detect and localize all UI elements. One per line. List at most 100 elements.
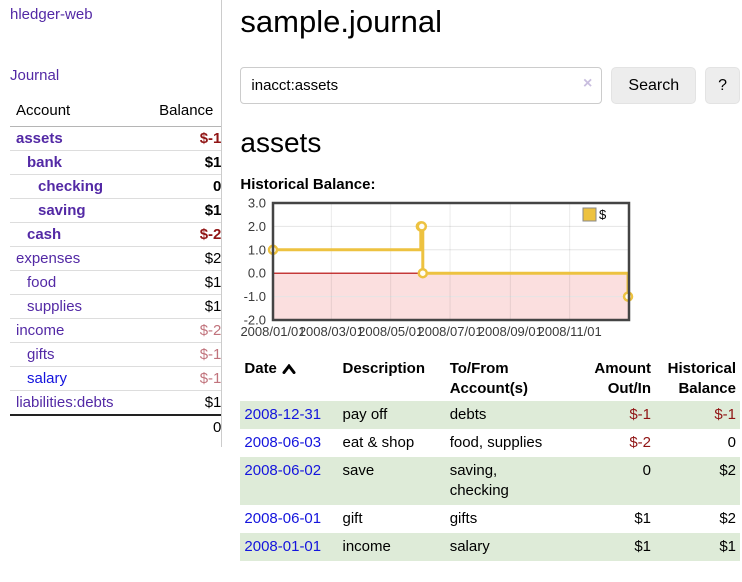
register-header-description: Description [338, 357, 445, 401]
sidebar-account-balance: $1 [137, 150, 222, 175]
sidebar-account-link-cash[interactable]: cash [27, 226, 62, 243]
header-label: Account(s) [449, 380, 529, 397]
header-label: Balance [678, 380, 736, 397]
search-box: × [240, 67, 603, 104]
chart-title: Historical Balance: [240, 176, 376, 193]
transaction-accounts: salary [449, 538, 490, 555]
sort-ascending-icon[interactable] [282, 363, 296, 374]
transaction-accounts: gifts [449, 510, 478, 527]
transaction-accounts: debts [449, 406, 487, 423]
header-label: Out/In [607, 380, 652, 397]
account-row: bank $1 [10, 150, 222, 175]
sidebar-account-link-expenses[interactable]: expenses [16, 250, 81, 267]
y-tick-label: 2.0 [248, 219, 266, 234]
sidebar-account-balance: $-1 [137, 342, 222, 367]
transaction-description: income [342, 538, 391, 555]
page-title: sample.journal [240, 4, 442, 39]
transaction-balance: $2 [719, 462, 736, 479]
register-header-accounts: To/From Account(s) [446, 357, 581, 401]
sidebar-account-link-checking[interactable]: checking [38, 178, 104, 195]
transaction-date-link[interactable]: 2008-12-31 [244, 406, 322, 423]
app-window: hledger-web Journal Account Balance asse… [0, 0, 742, 561]
y-tick-label: 0.0 [248, 266, 266, 281]
app-brand-link[interactable]: hledger-web [10, 6, 93, 23]
chart-canvas: $3.0 2.0 1.0 0.0 -1.0 -2.02008/01/012008/03/0… [241, 196, 634, 339]
account-row: income $-2 [10, 318, 222, 343]
transaction-row: 2008-06-01 gift gifts $1 $2 [240, 505, 740, 533]
main-content: sample.journal × Search ? assets Histori… [222, 0, 742, 561]
header-label: Description [342, 360, 425, 377]
sidebar-account-link-income[interactable]: income [16, 322, 65, 339]
transaction-accounts: saving, checking [449, 462, 509, 499]
accounts-table: Account Balance assets $-1 bank $1 checking 0… [10, 98, 222, 439]
accounts-total-value: 0 [137, 414, 222, 439]
account-heading: assets [240, 127, 322, 158]
register-header-date[interactable]: Date [240, 357, 338, 401]
transaction-description: gift [342, 510, 363, 527]
account-row: food $1 [10, 270, 222, 295]
transaction-row: 2008-12-31 pay off debts $-1 $-1 [240, 401, 740, 429]
account-row: assets $-1 [10, 126, 222, 151]
legend-swatch [582, 207, 597, 222]
account-row: supplies $1 [10, 294, 222, 319]
account-row: gifts $-1 [10, 342, 222, 367]
transaction-description: save [342, 462, 375, 479]
x-tick-label: 2008/07/01 [418, 324, 483, 339]
transaction-balance: $-1 [714, 406, 736, 423]
sidebar-account-link-gifts[interactable]: gifts [27, 346, 55, 363]
sidebar-account-balance: $1 [137, 294, 222, 319]
transaction-accounts: food, supplies [449, 434, 543, 451]
x-tick-label: 2008/05/01 [359, 324, 424, 339]
legend-label: $ [599, 207, 607, 222]
nav-journal-link[interactable]: Journal [10, 67, 60, 84]
account-row: salary $-1 [10, 366, 222, 391]
sidebar-account-link-bank[interactable]: bank [27, 154, 63, 171]
account-row: expenses $2 [10, 246, 222, 271]
transaction-row: 2008-06-02 save saving, checking 0 $2 [240, 457, 740, 505]
sidebar-account-link-liabilities-debts[interactable]: liabilities:debts [16, 394, 114, 411]
transaction-date-link[interactable]: 2008-06-02 [244, 462, 322, 479]
accounts-header-account: Account [10, 98, 138, 127]
sidebar-account-balance: $-2 [137, 318, 222, 343]
transaction-balance: $1 [719, 538, 736, 555]
y-tick-label: -1.0 [244, 289, 266, 304]
transaction-amount: $1 [634, 510, 652, 527]
y-tick-label: 1.0 [248, 242, 266, 257]
sidebar-account-balance: $1 [137, 198, 222, 223]
transaction-description: pay off [342, 406, 388, 423]
transaction-amount: $1 [634, 538, 652, 555]
y-tick-label: -2.0 [244, 313, 266, 328]
sidebar-account-link-food[interactable]: food [27, 274, 57, 291]
transaction-amount: $-1 [629, 406, 652, 423]
search-button[interactable]: Search [611, 67, 697, 104]
transaction-date-link[interactable]: 2008-06-01 [244, 510, 322, 527]
transaction-balance: $2 [719, 510, 736, 527]
header-label: Date [244, 360, 277, 377]
x-tick-label: 2008/11/01 [538, 324, 602, 339]
sidebar-account-balance: $1 [137, 390, 222, 416]
register-table: Date Description To/From Account(s) Amount Ou… [240, 357, 740, 561]
clear-search-icon[interactable]: × [583, 75, 593, 92]
account-row: saving $1 [10, 198, 222, 223]
account-row: cash $-2 [10, 222, 222, 247]
x-tick-label: 2008/03/01 [299, 324, 364, 339]
register-header-row: Date Description To/From Account(s) Amount Ou… [240, 357, 740, 401]
transaction-date-link[interactable]: 2008-01-01 [244, 538, 322, 555]
historical-balance-chart[interactable]: $3.0 2.0 1.0 0.0 -1.0 -2.0 2008/01/01 2008/03/0… [240, 196, 740, 342]
transaction-date-link[interactable]: 2008-06-03 [244, 434, 322, 451]
header-label: Historical [667, 360, 736, 377]
help-button[interactable]: ? [705, 67, 740, 104]
sidebar-account-link-supplies[interactable]: supplies [27, 298, 83, 315]
register-header-balance: Historical Balance [655, 357, 740, 401]
y-tick-label: 3.0 [248, 196, 266, 211]
sidebar-account-balance: $-2 [137, 222, 222, 247]
sidebar-account-link-saving[interactable]: saving [38, 202, 86, 219]
sidebar-account-link-salary[interactable]: salary [27, 370, 68, 387]
transaction-amount: $-2 [629, 434, 652, 451]
search-input[interactable] [240, 67, 603, 104]
sidebar-account-link-assets[interactable]: assets [16, 130, 63, 147]
sidebar-account-balance: $2 [137, 246, 222, 271]
sidebar: hledger-web Journal Account Balance asse… [0, 0, 223, 447]
account-row: liabilities:debts $1 [10, 390, 222, 416]
transaction-row: 2008-06-03 eat & shop food, supplies $-2 0 [240, 429, 740, 457]
